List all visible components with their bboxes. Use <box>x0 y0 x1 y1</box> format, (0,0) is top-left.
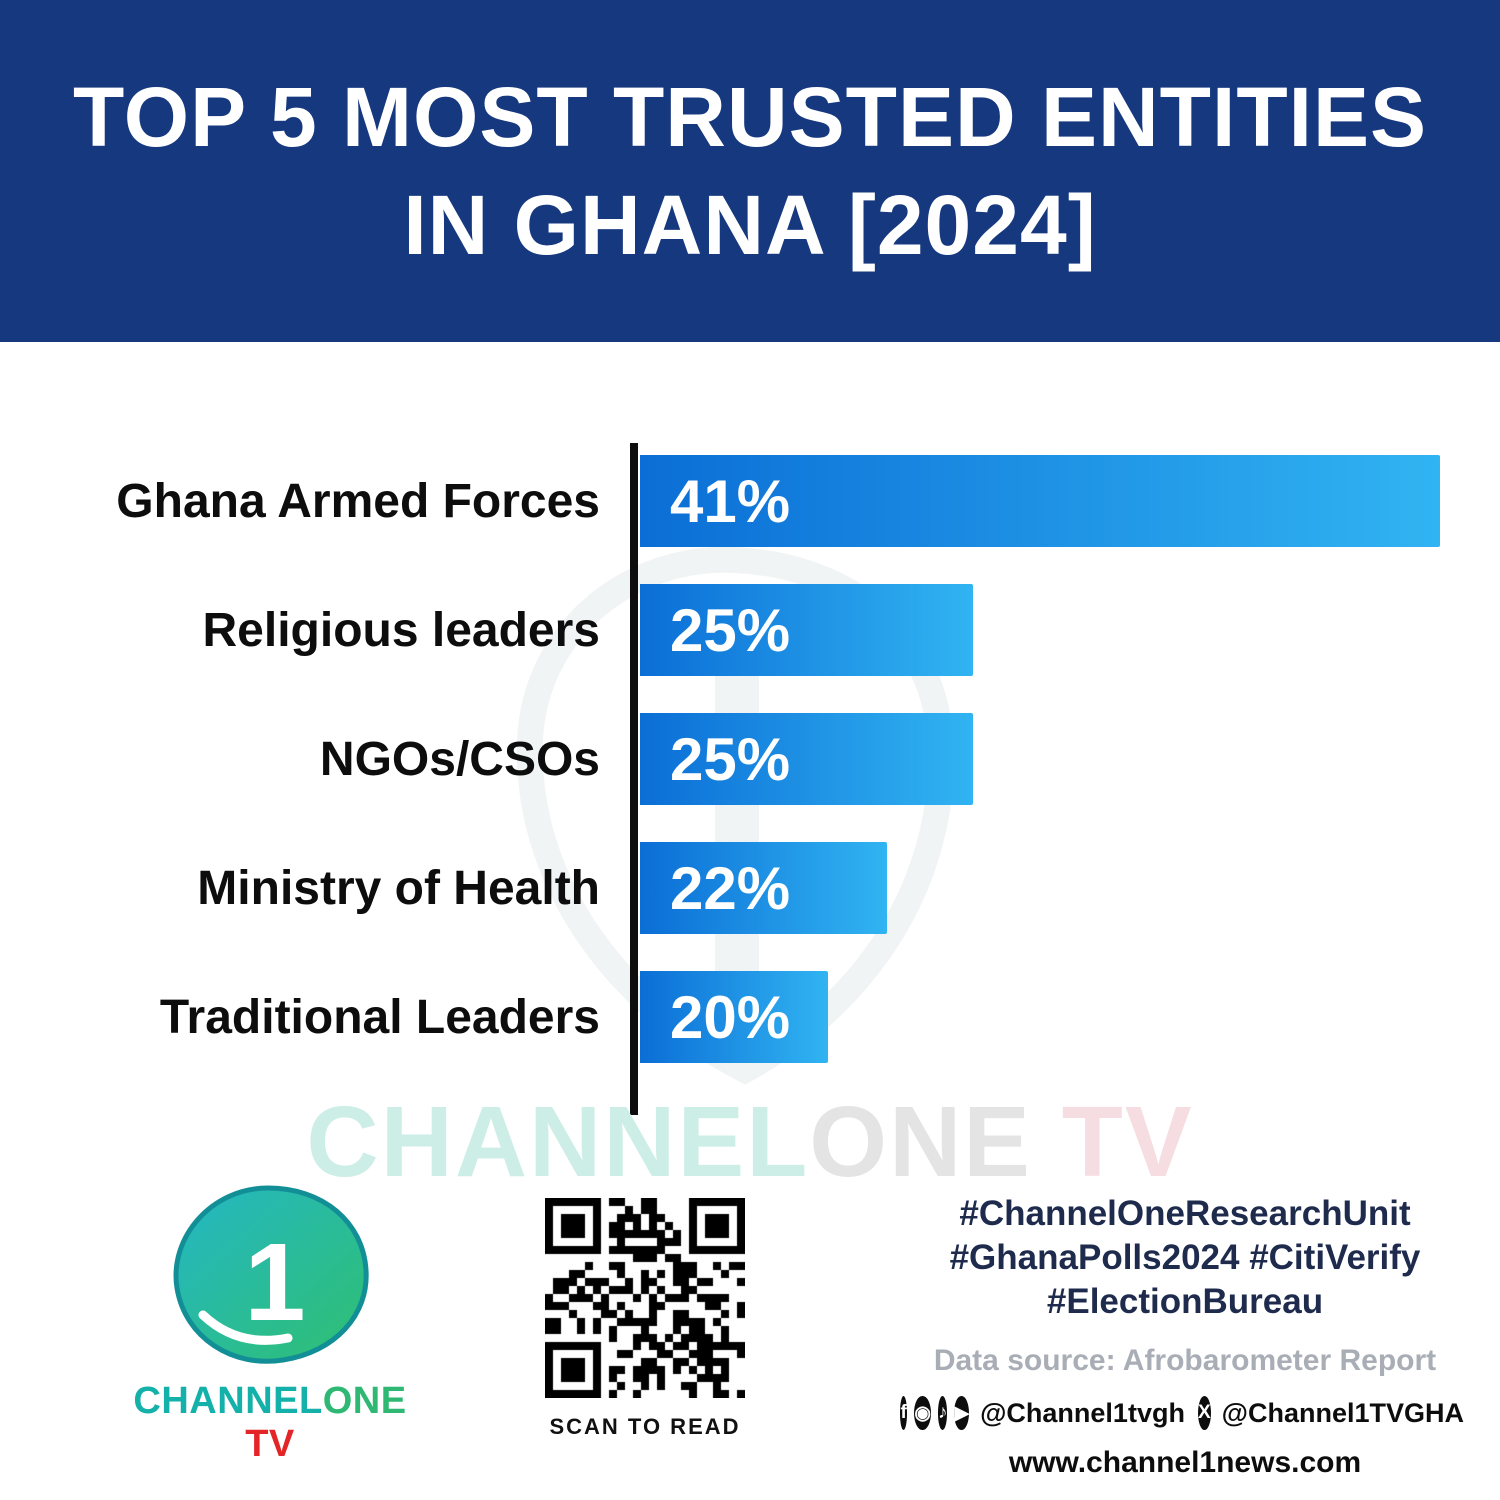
bar: 41% <box>640 455 1440 547</box>
chart-row: Ministry of Health 22% <box>0 842 1500 934</box>
social-row: f ◉ ♪ ▶ @Channel1tvgh X @Channel1TVGHA <box>900 1396 1470 1430</box>
chart-rows: Ghana Armed Forces 41% Religious leaders 25… <box>0 455 1500 1100</box>
bar-value-label: 41% <box>670 467 791 535</box>
youtube-icon: ▶ <box>954 1396 970 1430</box>
bar-value-label: 20% <box>670 983 791 1051</box>
logo-text-one: ONE <box>322 1380 407 1422</box>
logo-text-tv: TV <box>245 1423 295 1465</box>
chart-row: Traditional Leaders 20% <box>0 971 1500 1063</box>
header-band: TOP 5 MOST TRUSTED ENTITIES IN GHANA [20… <box>0 0 1500 342</box>
website-url: www.channel1news.com <box>1008 1446 1362 1479</box>
bar: 20% <box>640 971 828 1063</box>
watermark-tv: TV <box>1061 1086 1194 1198</box>
bar: 25% <box>640 713 973 805</box>
bar: 22% <box>640 842 887 934</box>
bar-value-label: 22% <box>670 854 791 922</box>
qr-caption: SCAN TO READ <box>549 1414 741 1439</box>
watermark-one: ONE <box>809 1086 1032 1198</box>
chart-axis <box>630 443 638 1115</box>
bar-label: Ghana Armed Forces <box>116 474 600 528</box>
page-title-line-2: IN GHANA [2024] <box>403 178 1097 272</box>
data-source-text: Data source: Afrobarometer Report <box>933 1344 1437 1377</box>
channelone-watermark: CHANNELONE TV <box>0 1085 1500 1200</box>
hashtag-line-3: #ElectionBureau <box>1046 1282 1324 1321</box>
hashtag-line-1: #ChannelOneResearchUnit <box>959 1194 1411 1233</box>
logo-numeral: 1 <box>244 1221 305 1344</box>
instagram-icon: ◉ <box>914 1396 931 1430</box>
tiktok-icon: ♪ <box>937 1396 948 1430</box>
bar-label: Religious leaders <box>202 603 600 657</box>
facebook-icon: f <box>900 1396 908 1430</box>
bar-label: NGOs/CSOs <box>319 732 600 786</box>
hashtag-line-2: #GhanaPolls2024 #CitiVerify <box>949 1238 1421 1277</box>
logo-text-channel: CHANNEL <box>133 1380 323 1422</box>
chart-row: Religious leaders 25% <box>0 584 1500 676</box>
bar-label: Ministry of Health <box>197 861 600 915</box>
qr-code <box>545 1198 745 1398</box>
qr-block: SCAN TO READ <box>505 1198 785 1440</box>
social-handle-2: @Channel1TVGHA <box>1221 1397 1464 1428</box>
bar-label: Traditional Leaders <box>159 990 600 1044</box>
page-title-line-1: TOP 5 MOST TRUSTED ENTITIES <box>72 70 1428 164</box>
bar-value-label: 25% <box>670 596 791 664</box>
bar: 25% <box>640 584 973 676</box>
bar-value-label: 25% <box>670 725 791 793</box>
channel-one-logo-icon: 1 <box>173 1185 369 1364</box>
x-icon: X <box>1197 1396 1211 1430</box>
bar-chart: Ghana Armed Forces 41% Religious leaders 25… <box>0 443 1500 1115</box>
chart-row: NGOs/CSOs 25% <box>0 713 1500 805</box>
chart-row: Ghana Armed Forces 41% <box>0 455 1500 547</box>
channel-one-logo-text: CHANNELONE TV <box>115 1380 425 1466</box>
social-handle-1: @Channel1tvgh <box>980 1397 1185 1428</box>
watermark-channel: CHANNEL <box>306 1086 810 1198</box>
footer-right-block: #ChannelOneResearchUnit #GhanaPolls2024 … <box>900 1192 1470 1480</box>
channel-one-logo-block: 1 CHANNELONE TV <box>115 1180 425 1466</box>
